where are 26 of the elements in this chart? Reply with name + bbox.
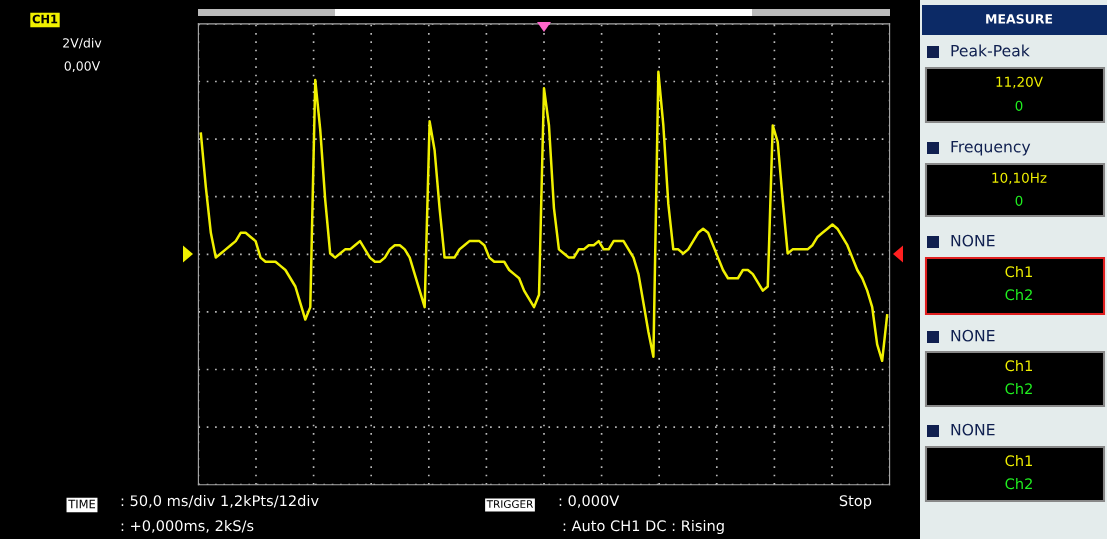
text: Peak-Peak (951, 44, 1030, 57)
text: TIME (68, 499, 96, 509)
text: : 50,0 ms/div 1,2kPts/12div (121, 494, 319, 508)
text: Ch2 (1005, 288, 1032, 301)
text: NONE (951, 423, 995, 436)
text: 11,20V (996, 76, 1043, 89)
text: NONE (951, 234, 995, 247)
text: MEASURE (986, 14, 1053, 24)
text: Stop (839, 495, 872, 510)
text: NONE (951, 329, 995, 342)
text: : Auto CH1 DC : Rising (563, 519, 724, 535)
text: : +0,000ms, 2kS/s (121, 519, 254, 533)
text: Ch2 (1005, 382, 1032, 395)
text: Ch1 (1005, 454, 1033, 467)
text: 0 (1015, 195, 1023, 206)
text: Frequency (951, 140, 1031, 156)
text: : 0,000V (559, 495, 620, 508)
text: 0,00V (64, 61, 101, 72)
text: 10,10Hz (992, 172, 1047, 185)
text: 2V/div (63, 37, 102, 49)
text: Ch1 (1005, 359, 1033, 372)
text: Ch1 (1005, 265, 1033, 278)
text: TRIGGER (486, 500, 534, 509)
text: 0 (1015, 100, 1023, 111)
text: Ch2 (1005, 477, 1032, 490)
text: CH1 (32, 14, 58, 24)
